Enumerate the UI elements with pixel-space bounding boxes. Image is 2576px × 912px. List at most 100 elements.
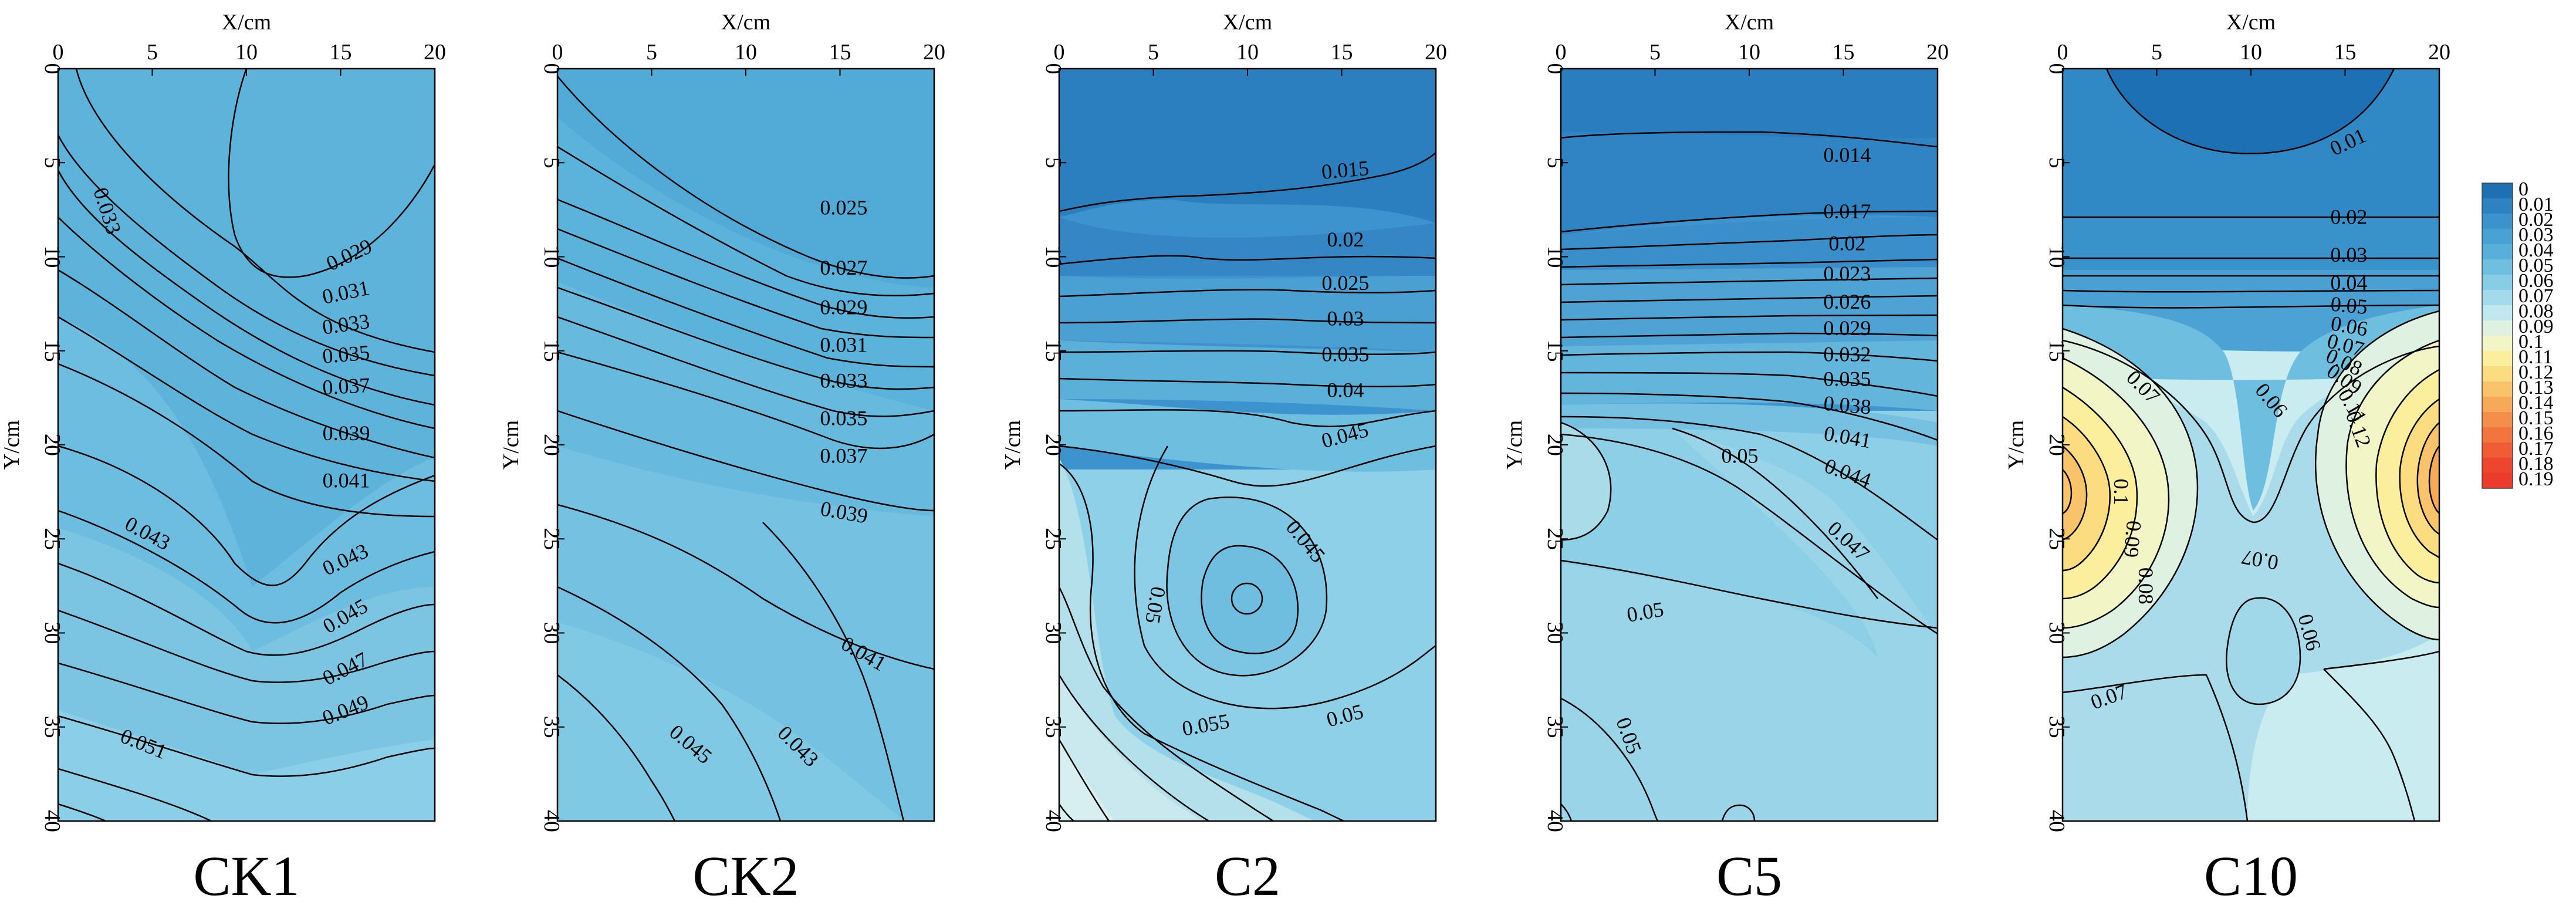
colorbar-swatch (2482, 229, 2513, 244)
x-tick-label: 0 (1556, 40, 1567, 65)
y-tick-label: 25 (1543, 528, 1567, 550)
colorbar-label: 0.09 (2518, 316, 2554, 337)
svg-text:0.02: 0.02 (1327, 228, 1364, 251)
contour-label: 0.035 (322, 340, 371, 368)
svg-text:0.02: 0.02 (1828, 232, 1865, 255)
contour-label: 0.025 (1321, 271, 1369, 295)
colorbar-label: 0.14 (2518, 392, 2554, 414)
y-tick-label: 15 (1041, 340, 1066, 362)
colorbar-label: 0.12 (2518, 362, 2554, 383)
y-tick-label: 35 (40, 716, 65, 738)
x-ticks: 0 5 10 15 20 (1054, 40, 1447, 76)
x-axis-label: X/cm (2226, 10, 2276, 35)
panel-c5: 0.0140.0170.020.0230.0260.0290.0320.0350… (1502, 10, 1949, 907)
contour-field-ck2 (557, 69, 934, 821)
x-tick-label: 15 (330, 40, 352, 65)
x-axis-label: X/cm (721, 10, 770, 35)
contour-label: 0.029 (820, 296, 867, 319)
contour-label: 0.09 (2119, 519, 2146, 558)
fill-band (1561, 69, 1938, 139)
fill-band (557, 622, 904, 821)
fill-band (1059, 675, 1203, 821)
fill-band (1059, 69, 1436, 223)
y-ticks: 0 5 10 15 20 25 30 35 40 (40, 63, 65, 832)
contour-field-c2 (1059, 69, 1436, 821)
svg-text:0.03: 0.03 (2330, 243, 2367, 266)
svg-text:0.04: 0.04 (1327, 379, 1364, 402)
contour-label: 0.05 (1721, 444, 1758, 468)
contour-label: 0.1 (2110, 479, 2133, 505)
y-axis-label: Y/cm (0, 420, 24, 469)
x-tick-label: 0 (2057, 40, 2068, 65)
axes-c5: X/cm 0 5 10 15 20 Y/cm 0 5 10 15 20 25 30 35 40 (1502, 10, 1949, 832)
svg-text:0.032: 0.032 (1823, 343, 1871, 366)
colorbar-swatch (2482, 214, 2513, 229)
svg-text:0.035: 0.035 (322, 340, 371, 368)
panel-c10: 0.010.020.030.040.050.060.070.080.090.11… (2004, 10, 2450, 907)
svg-text:0.05: 0.05 (1721, 444, 1758, 468)
fill-band (1561, 267, 1938, 346)
x-tick-label: 10 (2240, 40, 2262, 65)
contour-label: 0.038 (1823, 391, 1872, 419)
y-ticks: 0 5 10 15 20 25 30 35 40 (2044, 63, 2070, 832)
y-tick-label: 20 (2044, 434, 2069, 456)
svg-text:0.041: 0.041 (323, 468, 370, 492)
svg-text:0.038: 0.038 (1823, 391, 1872, 419)
fill-band (1561, 217, 1938, 270)
contour-label: 0.04 (2330, 271, 2367, 295)
fill-band (1201, 546, 1298, 654)
contour-label: 0.035 (820, 407, 867, 430)
contour-label: 0.029 (1823, 316, 1871, 340)
contour-label: 0.035 (1321, 343, 1369, 366)
svg-text:0.03: 0.03 (1327, 307, 1364, 330)
y-tick-label: 40 (2044, 810, 2069, 832)
x-axis-label: X/cm (222, 10, 271, 35)
x-tick-label: 5 (147, 40, 158, 65)
contour-label: 0.026 (1823, 290, 1871, 313)
x-tick-label: 20 (1926, 40, 1949, 65)
y-tick-label: 35 (2044, 716, 2069, 738)
fill-band (2226, 597, 2300, 704)
contour-label: 0.023 (1823, 262, 1871, 285)
colorbar-label: 0.16 (2518, 423, 2554, 444)
y-tick-label: 25 (2044, 528, 2069, 550)
colorbar-swatch (2482, 320, 2513, 336)
colorbar-label: 0.1 (2518, 331, 2544, 353)
svg-text:0.033: 0.033 (820, 369, 867, 393)
contour-label: 0.031 (820, 333, 867, 357)
colorbar-swatch (2482, 198, 2513, 214)
svg-text:0.02: 0.02 (2330, 205, 2367, 229)
svg-text:0.037: 0.037 (322, 373, 370, 399)
y-axis-label: Y/cm (499, 420, 523, 469)
fill-band (1059, 340, 1436, 411)
fill-band (2063, 305, 2439, 511)
svg-text:0.035: 0.035 (1823, 367, 1871, 390)
colorbar-swatch (2482, 305, 2513, 320)
contour-label: 0.037 (322, 373, 370, 399)
y-tick-label: 5 (1041, 157, 1066, 168)
contour-label: 0.037 (820, 444, 867, 468)
colorbar-swatch (2482, 351, 2513, 366)
colorbar-swatch (2482, 244, 2513, 259)
svg-text:0.035: 0.035 (1321, 343, 1369, 366)
contour-label: 0.032 (1823, 343, 1871, 366)
y-tick-label: 35 (539, 716, 564, 738)
y-tick-label: 0 (1041, 63, 1066, 75)
contour-label: 0.039 (323, 421, 370, 445)
fill-band (1561, 132, 1938, 235)
contour-label: 0.08 (2134, 568, 2158, 604)
y-tick-label: 30 (1041, 622, 1066, 644)
axes-c10: X/cm 0 5 10 15 20 Y/cm 0 5 10 15 20 25 30 35 40 (2004, 10, 2450, 832)
svg-text:0.035: 0.035 (820, 407, 867, 430)
contour-field-c5 (1561, 69, 1938, 821)
panel-ck2: 0.0250.0270.0290.0310.0330.0350.0370.039… (499, 10, 945, 907)
colorbar-label: 0.11 (2518, 346, 2553, 368)
y-tick-label: 0 (539, 63, 564, 75)
colorbar-legend: 00.010.020.030.040.050.060.070.080.090.1… (2482, 178, 2554, 490)
colorbar-swatch (2482, 275, 2513, 290)
y-tick-label: 5 (539, 157, 564, 168)
x-tick-label: 20 (923, 40, 945, 65)
contour-label: 0.035 (1823, 367, 1871, 390)
y-tick-label: 15 (2044, 340, 2069, 362)
fill-band (1561, 340, 1938, 411)
